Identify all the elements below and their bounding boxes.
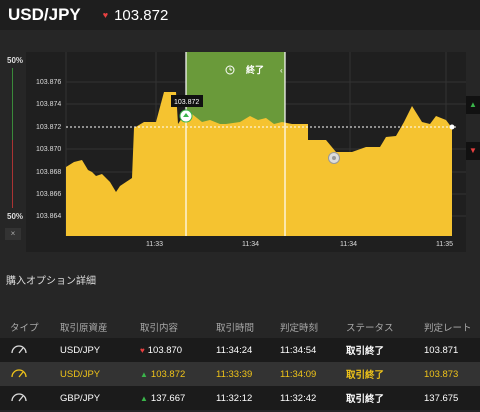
row-price: 137.667 bbox=[150, 392, 186, 404]
side-down-button[interactable]: ▼ bbox=[466, 142, 480, 160]
table-header: タイプ 取引原資産 取引内容 取引時間 判定時刻 ステータス 判定レート bbox=[0, 316, 480, 338]
row-status: 取引終了 bbox=[346, 394, 385, 405]
row-asset: GBP/JPY bbox=[60, 392, 101, 404]
down-icon: ♥ bbox=[140, 345, 145, 355]
close-icon[interactable]: × bbox=[5, 228, 21, 240]
down-arrow-icon: ♥ bbox=[102, 10, 109, 20]
side-up-button[interactable]: ▲ bbox=[466, 96, 480, 114]
row-asset: USD/JPY bbox=[60, 344, 101, 356]
col-asset: 取引原資産 bbox=[60, 323, 108, 334]
row-asset: USD/JPY bbox=[60, 368, 101, 380]
pair-title: USD/JPY bbox=[8, 5, 81, 24]
y-tick: 103.870 bbox=[36, 146, 61, 153]
gauge-icon bbox=[10, 343, 28, 358]
y-tick: 103.868 bbox=[36, 169, 61, 176]
y-tick: 103.872 bbox=[36, 124, 61, 131]
row-rate: 137.675 bbox=[424, 392, 459, 404]
y-tick: 103.864 bbox=[36, 213, 61, 220]
row-time: 11:32:12 bbox=[216, 392, 253, 404]
meter-bottom-pct: 50% bbox=[7, 212, 24, 221]
row-price: 103.870 bbox=[147, 344, 183, 356]
row-judge: 11:34:54 bbox=[280, 344, 317, 356]
price-chart: 103.876 103.874 103.872 103.870 103.868 … bbox=[26, 52, 466, 252]
entry-price-label: 103.872 bbox=[174, 99, 199, 106]
section-title: 購入オプション詳細 bbox=[6, 276, 96, 287]
meter-down-bar bbox=[12, 140, 13, 208]
x-tick: 11:33 bbox=[146, 241, 163, 248]
entry-marker-up bbox=[179, 109, 193, 123]
col-type: タイプ bbox=[10, 323, 39, 334]
purchase-details-table: タイプ 取引原資産 取引内容 取引時間 判定時刻 ステータス 判定レート USD… bbox=[0, 316, 480, 410]
table-row[interactable]: USD/JPY ♥ 103.870 11:34:24 11:34:54 取引終了 … bbox=[0, 338, 480, 362]
gauge-icon bbox=[10, 391, 28, 406]
table-row[interactable]: USD/JPY ▲ 103.872 11:33:39 11:34:09 取引終了 … bbox=[0, 362, 480, 386]
up-icon: ▲ bbox=[140, 369, 148, 379]
window-label: 終了 bbox=[246, 64, 264, 75]
row-status: 取引終了 bbox=[346, 346, 385, 357]
meter-up-bar bbox=[12, 68, 13, 140]
x-tick: 11:35 bbox=[436, 241, 453, 248]
svg-text:‹: ‹ bbox=[280, 66, 283, 75]
entry-marker-neutral bbox=[328, 152, 340, 164]
current-rate: 103.872 bbox=[114, 6, 169, 24]
row-judge: 11:34:09 bbox=[280, 368, 317, 380]
table-row[interactable]: GBP/JPY ▲ 137.667 11:32:12 11:32:42 取引終了 … bbox=[0, 386, 480, 410]
y-tick: 103.866 bbox=[36, 191, 61, 198]
col-judge-rate: 判定レート bbox=[424, 323, 472, 334]
row-rate: 103.873 bbox=[424, 368, 459, 380]
col-content: 取引内容 bbox=[140, 323, 179, 334]
up-icon: ▲ bbox=[140, 393, 148, 403]
row-time: 11:34:24 bbox=[216, 344, 253, 356]
meter-top-pct: 50% bbox=[7, 56, 24, 65]
sentiment-meter: 50% 50% × bbox=[2, 52, 24, 242]
window-header: 終了 ‹ bbox=[225, 64, 283, 75]
clock-icon bbox=[225, 65, 235, 75]
y-tick: 103.876 bbox=[36, 79, 61, 86]
gauge-icon bbox=[10, 367, 28, 382]
col-status: ステータス bbox=[346, 323, 394, 334]
row-time: 11:33:39 bbox=[216, 368, 253, 380]
header: USD/JPY ♥ 103.872 bbox=[0, 0, 480, 30]
col-judge-time: 判定時刻 bbox=[280, 323, 319, 334]
y-tick: 103.874 bbox=[36, 101, 61, 108]
row-price: 103.872 bbox=[150, 368, 186, 380]
row-judge: 11:32:42 bbox=[280, 392, 317, 404]
x-tick: 11:34 bbox=[242, 241, 259, 248]
col-time: 取引時間 bbox=[216, 323, 255, 334]
row-rate: 103.871 bbox=[424, 344, 459, 356]
row-status: 取引終了 bbox=[346, 370, 385, 381]
x-tick: 11:34 bbox=[340, 241, 357, 248]
